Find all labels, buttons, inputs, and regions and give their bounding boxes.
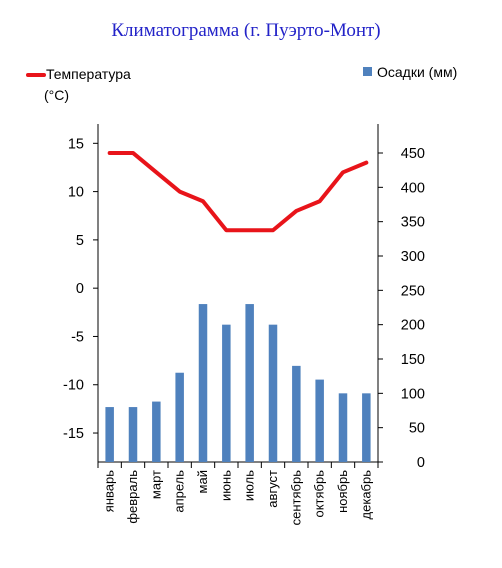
- right-tick-label: 250: [401, 283, 425, 299]
- right-tick-label: 0: [417, 455, 425, 471]
- left-tick-label: -10: [63, 378, 84, 394]
- axes: [93, 124, 383, 468]
- left-tick-label: 5: [76, 233, 84, 249]
- precipitation-bar: [338, 393, 348, 462]
- precipitation-bar: [362, 393, 371, 462]
- right-tick-label: 400: [401, 180, 425, 196]
- precipitation-bar: [245, 304, 254, 462]
- chart-title: Климатограмма (г. Пуэрто-Монт): [111, 20, 380, 41]
- x-tick-label: сентябрь: [288, 470, 303, 526]
- precipitation-bar: [105, 407, 114, 462]
- x-tick-label: октябрь: [312, 470, 327, 518]
- x-tick-label: август: [265, 470, 280, 508]
- x-tick-label: май: [195, 470, 210, 493]
- precipitation-bar: [315, 379, 324, 462]
- right-tick-label: 350: [401, 215, 425, 231]
- precipitation-bar: [292, 365, 301, 462]
- right-tick-label: 50: [409, 421, 425, 437]
- legend-temperature-label: Температура: [46, 66, 131, 82]
- right-tick-label: 300: [401, 249, 425, 265]
- x-tick-label: июнь: [218, 470, 233, 501]
- right-tick-label: 450: [401, 146, 425, 162]
- x-tick-label: февраль: [125, 470, 140, 524]
- left-tick-label: 0: [76, 281, 84, 297]
- right-tick-label: 200: [401, 318, 425, 334]
- precipitation-bars: [105, 304, 371, 462]
- legend-temperature-unit: (°С): [44, 87, 69, 103]
- left-tick-label: 15: [68, 136, 84, 152]
- precipitation-bar: [175, 372, 184, 462]
- legend-precipitation-swatch: [363, 67, 372, 76]
- tick-labels: 151050-5-10-1545040035030025020015010050…: [63, 136, 425, 525]
- precipitation-bar: [128, 407, 138, 462]
- legend-precipitation-label: Осадки (мм): [377, 64, 457, 80]
- left-tick-label: -5: [71, 329, 84, 345]
- x-tick-label: март: [148, 470, 163, 499]
- left-tick-label: 10: [68, 185, 84, 201]
- precipitation-bar: [268, 324, 278, 462]
- right-tick-label: 100: [401, 386, 425, 402]
- x-tick-label: ноябрь: [335, 470, 350, 513]
- right-tick-label: 150: [401, 352, 425, 368]
- precipitation-bar: [222, 324, 231, 462]
- precipitation-bar: [198, 304, 208, 462]
- legend: Температура (°С) Осадки (мм): [26, 64, 457, 103]
- temperature-line-group: [107, 150, 369, 233]
- temperature-line: [107, 150, 369, 233]
- left-tick-label: -15: [63, 426, 84, 442]
- x-tick-label: июль: [242, 470, 257, 501]
- precipitation-bar: [152, 401, 161, 462]
- x-tick-label: январь: [102, 470, 117, 512]
- x-tick-label: декабрь: [358, 470, 373, 520]
- x-tick-label: апрель: [172, 470, 187, 513]
